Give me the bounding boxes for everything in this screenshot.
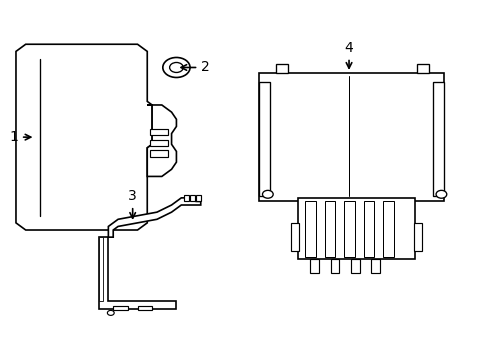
Bar [305, 202, 315, 257]
Bar [183, 195, 188, 202]
Bar [324, 202, 335, 257]
Bar [196, 195, 201, 202]
Text: 4: 4 [344, 41, 353, 68]
Bar [432, 82, 443, 196]
Bar [371, 258, 379, 273]
Bar [344, 202, 354, 257]
Text: 2: 2 [181, 60, 209, 75]
Bar [309, 258, 318, 273]
Bar [350, 258, 359, 273]
Polygon shape [108, 198, 201, 237]
Bar [290, 223, 299, 251]
Bar [259, 73, 443, 202]
Bar [259, 82, 269, 196]
Bar [413, 223, 422, 251]
Circle shape [262, 190, 273, 198]
Polygon shape [147, 105, 176, 176]
Polygon shape [99, 237, 176, 309]
Bar [113, 306, 127, 310]
Bar [149, 140, 168, 146]
Text: 3: 3 [128, 189, 137, 218]
Circle shape [169, 63, 183, 72]
Bar [137, 306, 152, 310]
Bar [297, 198, 414, 258]
Bar [330, 258, 339, 273]
Circle shape [163, 58, 190, 77]
Bar [363, 202, 373, 257]
Bar [149, 150, 168, 157]
Text: 1: 1 [9, 130, 31, 144]
Bar [190, 195, 195, 202]
Polygon shape [16, 44, 152, 230]
Bar [276, 64, 287, 73]
Bar [382, 202, 393, 257]
Polygon shape [99, 237, 103, 301]
Circle shape [107, 310, 114, 315]
Circle shape [435, 190, 446, 198]
Bar [416, 64, 428, 73]
Bar [149, 129, 168, 135]
